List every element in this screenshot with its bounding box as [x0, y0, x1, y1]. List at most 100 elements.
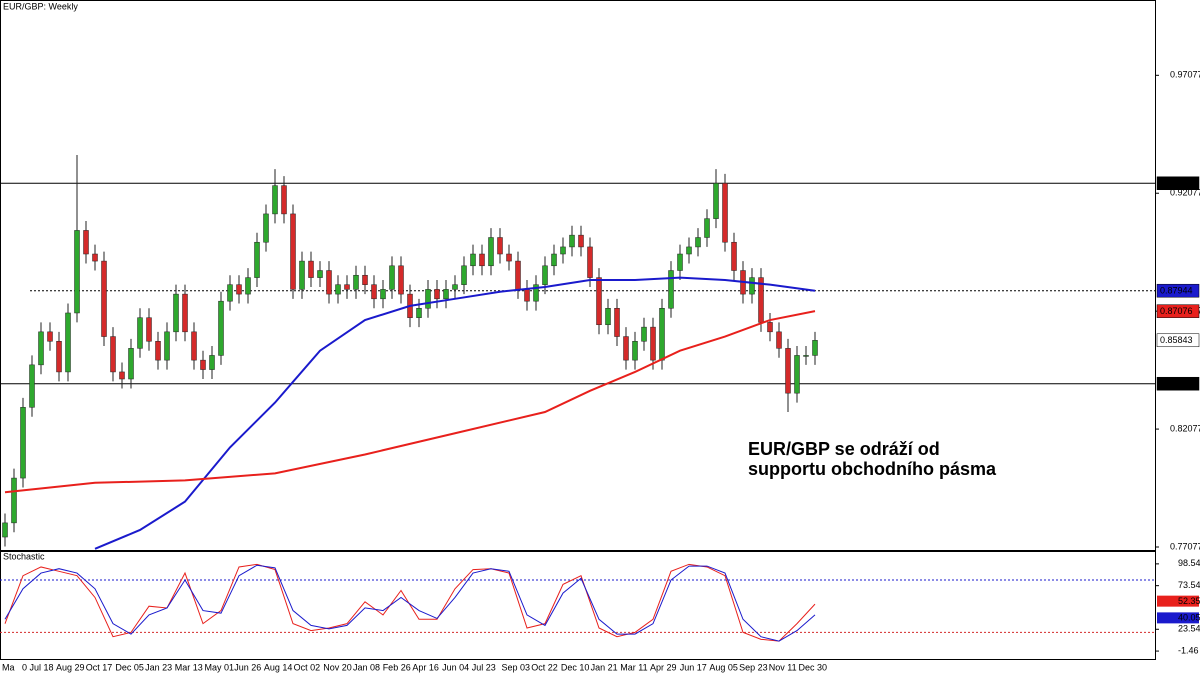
candle-body	[443, 289, 449, 300]
candle-body	[794, 355, 800, 394]
x-tick-label: May 01	[205, 662, 235, 672]
candle-body	[254, 241, 260, 278]
candle-body	[524, 289, 530, 302]
x-tick-label: Dec 05	[115, 662, 144, 672]
candle-body	[623, 336, 629, 361]
candle-body	[677, 253, 683, 271]
candle-body	[578, 234, 584, 248]
candle-body	[263, 213, 269, 243]
price-tag-label: 0.84000	[1160, 379, 1193, 389]
stochastic-line	[4, 564, 816, 642]
x-tick-label: Mar 13	[175, 662, 203, 672]
panel-title: Stochastic	[3, 551, 45, 561]
candle-body	[272, 185, 278, 215]
candle-body	[812, 340, 818, 356]
moving-average	[94, 276, 816, 550]
value-tag-label: 52.35	[1178, 596, 1200, 606]
candle-body	[128, 348, 134, 380]
candle-body	[659, 308, 665, 361]
price-tag-label: 0.92500	[1160, 178, 1193, 188]
candle-body	[497, 237, 503, 255]
x-tick-label: Aug 05	[709, 662, 738, 672]
y-tick-label: 98.54	[1178, 558, 1200, 568]
x-tick-label: Nov 20	[323, 662, 352, 672]
candle-body	[686, 246, 692, 255]
x-tick-label: Jan 21	[591, 662, 618, 672]
candle-body	[632, 341, 638, 361]
candle-body	[722, 183, 728, 243]
x-tick-label: Jun 26	[234, 662, 261, 672]
candle-body	[803, 355, 809, 357]
x-tick-label: Jan 23	[145, 662, 172, 672]
x-tick-label: Jul 23	[472, 662, 496, 672]
x-tick-label: Mar 11	[620, 662, 647, 672]
candle-body	[461, 265, 467, 285]
candle-body	[641, 326, 647, 342]
candle-body	[29, 364, 35, 408]
candle-body	[749, 277, 755, 295]
candle-body	[11, 477, 17, 524]
price-tag	[1156, 304, 1200, 318]
stochastic-line	[4, 563, 816, 642]
price-tag	[1156, 333, 1200, 348]
candle-body	[200, 359, 206, 370]
x-tick-label: Apr 29	[650, 662, 677, 672]
x-tick-label: Jun 04	[442, 662, 469, 672]
candle-body	[155, 341, 161, 361]
candle-body	[605, 308, 611, 326]
candle-body	[317, 270, 323, 278]
candle-body	[569, 234, 575, 248]
candle-body	[596, 277, 602, 326]
candle-body	[344, 284, 350, 290]
candle-body	[299, 260, 305, 290]
candle-body	[542, 265, 548, 285]
candle-body	[326, 270, 332, 295]
candle-body	[92, 253, 98, 262]
candle-body	[245, 277, 251, 295]
candle-body	[182, 293, 188, 333]
candle-body	[434, 289, 440, 300]
candle-body	[137, 317, 143, 349]
candle-body	[371, 284, 377, 300]
value-tag	[1157, 612, 1199, 624]
candle-body	[110, 336, 116, 373]
candle-body	[119, 371, 125, 380]
candle-body	[2, 522, 8, 538]
candle-body	[650, 326, 656, 361]
candle-body	[425, 289, 431, 309]
candle-body	[587, 246, 593, 278]
x-tick-label: Aug 14	[264, 662, 293, 672]
stochastic-panel	[0, 551, 1156, 660]
candle-body	[236, 284, 242, 295]
candle-body	[146, 317, 152, 342]
chart-title: EUR/GBP: Weekly	[3, 1, 78, 11]
x-tick-label: Sep 03	[502, 662, 531, 672]
candle-body	[614, 308, 620, 337]
candle-body	[74, 230, 80, 314]
x-tick-label: Oct 02	[294, 662, 321, 672]
y-tick-label: -1.46	[1178, 645, 1199, 655]
candle-body	[164, 331, 170, 361]
x-tick-label: Dec 30	[799, 662, 828, 672]
price-tag-label: 0.85843	[1160, 335, 1193, 345]
value-tag-label: 40.05	[1178, 613, 1200, 623]
annotation: EUR/GBP se odráží od	[748, 439, 940, 459]
candle-body	[695, 237, 701, 248]
x-tick-label: Oct 22	[531, 662, 558, 672]
candle-body	[533, 284, 539, 302]
y-tick-label: 0.92077	[1170, 188, 1200, 198]
candle-body	[209, 355, 215, 370]
candle-body	[776, 331, 782, 349]
candle-body	[380, 289, 386, 300]
x-tick-label: Aug 29	[56, 662, 85, 672]
candle-body	[551, 253, 557, 267]
candle-body	[731, 241, 737, 271]
candle-body	[767, 322, 773, 333]
candle-body	[47, 331, 53, 342]
x-tick-label: Sep 23	[739, 662, 768, 672]
candle-body	[362, 274, 368, 285]
candle-body	[389, 265, 395, 290]
x-tick-label: Oct 17	[86, 662, 113, 672]
annotation: supportu obchodního pásma	[748, 459, 997, 479]
